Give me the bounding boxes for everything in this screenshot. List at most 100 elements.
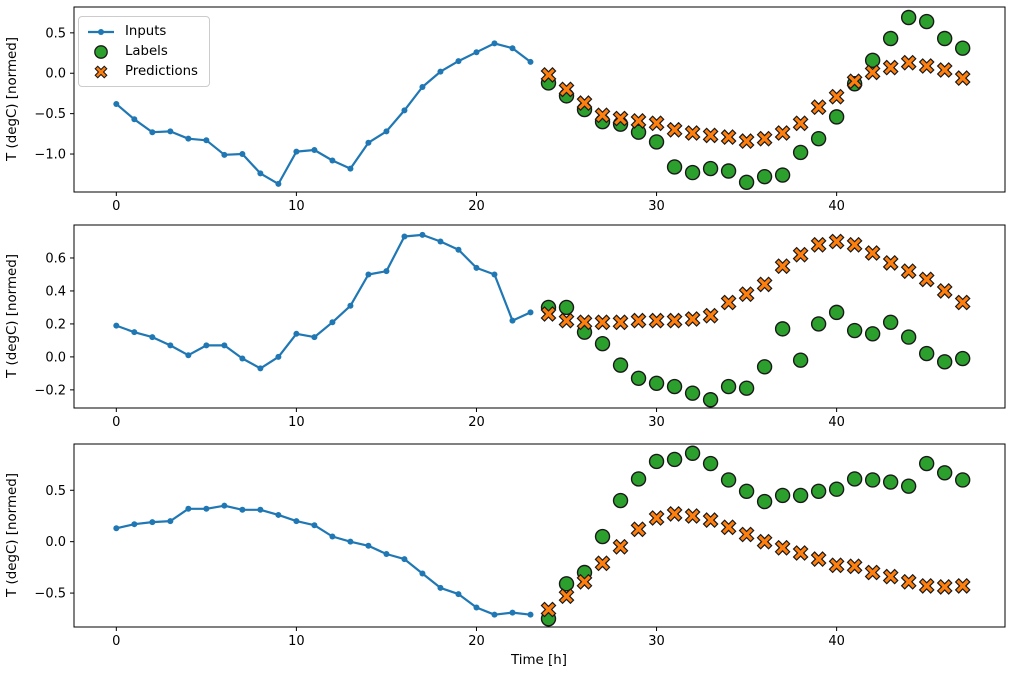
labels-point bbox=[720, 378, 737, 395]
predictions-point bbox=[666, 121, 683, 138]
inputs-point bbox=[185, 505, 192, 512]
y-tick-label: 0.2 bbox=[45, 317, 66, 332]
labels-point bbox=[594, 528, 611, 545]
inputs-point bbox=[437, 238, 444, 245]
labels-point bbox=[774, 321, 791, 337]
inputs-line bbox=[115, 233, 531, 370]
labels-point bbox=[756, 493, 773, 510]
series-inputs bbox=[113, 231, 534, 372]
labels-point bbox=[900, 478, 917, 494]
predictions-point bbox=[576, 314, 593, 331]
predictions-point bbox=[558, 312, 575, 329]
predictions-point bbox=[594, 107, 611, 124]
predictions-point bbox=[900, 573, 917, 590]
series-labels bbox=[540, 9, 971, 191]
labels-point bbox=[792, 352, 809, 368]
circle-icon bbox=[86, 44, 116, 60]
series-labels bbox=[540, 299, 971, 408]
predictions-point bbox=[630, 312, 647, 329]
labels-point bbox=[738, 483, 755, 499]
inputs-point bbox=[203, 137, 210, 144]
predictions-point bbox=[630, 112, 647, 129]
inputs-point bbox=[329, 319, 336, 326]
predictions-point bbox=[882, 59, 899, 76]
y-axis-label-subplot-3: T (degC) [normed] bbox=[5, 473, 20, 598]
inputs-point bbox=[275, 511, 282, 518]
x-tick-label: 20 bbox=[468, 634, 485, 649]
inputs-point bbox=[203, 342, 210, 349]
labels-point bbox=[900, 9, 917, 26]
labels-point bbox=[882, 314, 899, 330]
predictions-point bbox=[954, 70, 971, 87]
predictions-point bbox=[684, 508, 701, 524]
labels-point bbox=[936, 465, 953, 481]
inputs-point bbox=[239, 151, 246, 158]
inputs-point bbox=[473, 604, 480, 611]
labels-point bbox=[774, 167, 791, 183]
predictions-point bbox=[774, 125, 791, 141]
legend-item-labels: Labels bbox=[86, 43, 198, 60]
inputs-point bbox=[329, 157, 336, 164]
labels-point bbox=[882, 474, 899, 490]
predictions-point bbox=[792, 545, 809, 561]
predictions-point bbox=[828, 233, 845, 250]
predictions-point bbox=[666, 505, 683, 522]
series-predictions bbox=[540, 233, 971, 331]
labels-point bbox=[792, 487, 809, 504]
labels-point bbox=[558, 299, 575, 316]
inputs-point bbox=[257, 170, 264, 177]
legend: Inputs Labels Predictions bbox=[78, 16, 210, 87]
y-axis-label-subplot-2: T (degC) [normed] bbox=[5, 254, 20, 379]
predictions-point bbox=[756, 533, 773, 550]
labels-point bbox=[738, 380, 755, 396]
predictions-point bbox=[846, 558, 863, 575]
labels-point bbox=[864, 472, 881, 488]
inputs-point bbox=[491, 40, 498, 47]
y-tick-label: −0.2 bbox=[34, 383, 66, 398]
legend-label-labels: Labels bbox=[125, 43, 168, 59]
predictions-point bbox=[702, 127, 719, 144]
predictions-point bbox=[954, 577, 971, 594]
x-tick-label: 0 bbox=[112, 415, 120, 430]
inputs-point bbox=[347, 538, 354, 545]
predictions-point bbox=[738, 133, 755, 150]
x-tick-label: 30 bbox=[648, 199, 665, 214]
series-predictions bbox=[540, 505, 971, 618]
inputs-point bbox=[527, 611, 534, 618]
labels-point bbox=[702, 455, 719, 472]
inputs-point bbox=[527, 58, 534, 65]
inputs-point bbox=[527, 309, 534, 316]
inputs-point bbox=[131, 116, 138, 123]
inputs-point bbox=[347, 302, 354, 309]
predictions-point bbox=[612, 314, 629, 331]
x-tick-label: 40 bbox=[828, 199, 845, 214]
y-tick-label: 0.0 bbox=[45, 67, 66, 82]
labels-point bbox=[612, 357, 629, 373]
inputs-point bbox=[383, 268, 390, 275]
labels-point bbox=[810, 316, 827, 332]
labels-point bbox=[864, 326, 881, 342]
inputs-point bbox=[311, 522, 318, 529]
y-tick-label: −0.5 bbox=[34, 107, 66, 122]
predictions-point bbox=[576, 573, 593, 590]
inputs-point bbox=[419, 231, 426, 238]
inputs-point bbox=[131, 521, 138, 528]
x-tick-label: 0 bbox=[112, 199, 120, 214]
x-tick-label: 30 bbox=[648, 415, 665, 430]
x-tick-label: 10 bbox=[288, 634, 305, 649]
predictions-point bbox=[756, 276, 773, 293]
labels-point bbox=[666, 378, 683, 395]
predictions-point bbox=[918, 271, 935, 288]
inputs-point bbox=[203, 505, 210, 512]
labels-point bbox=[828, 304, 845, 321]
labels-point bbox=[810, 483, 827, 499]
inputs-point bbox=[437, 584, 444, 591]
predictions-point bbox=[666, 312, 683, 329]
y-tick-label: 0.4 bbox=[45, 284, 66, 299]
predictions-point bbox=[558, 588, 575, 605]
inputs-point bbox=[365, 139, 372, 146]
inputs-point bbox=[149, 334, 156, 341]
predictions-point bbox=[720, 519, 737, 536]
inputs-point bbox=[311, 334, 318, 341]
inputs-point bbox=[239, 506, 246, 513]
